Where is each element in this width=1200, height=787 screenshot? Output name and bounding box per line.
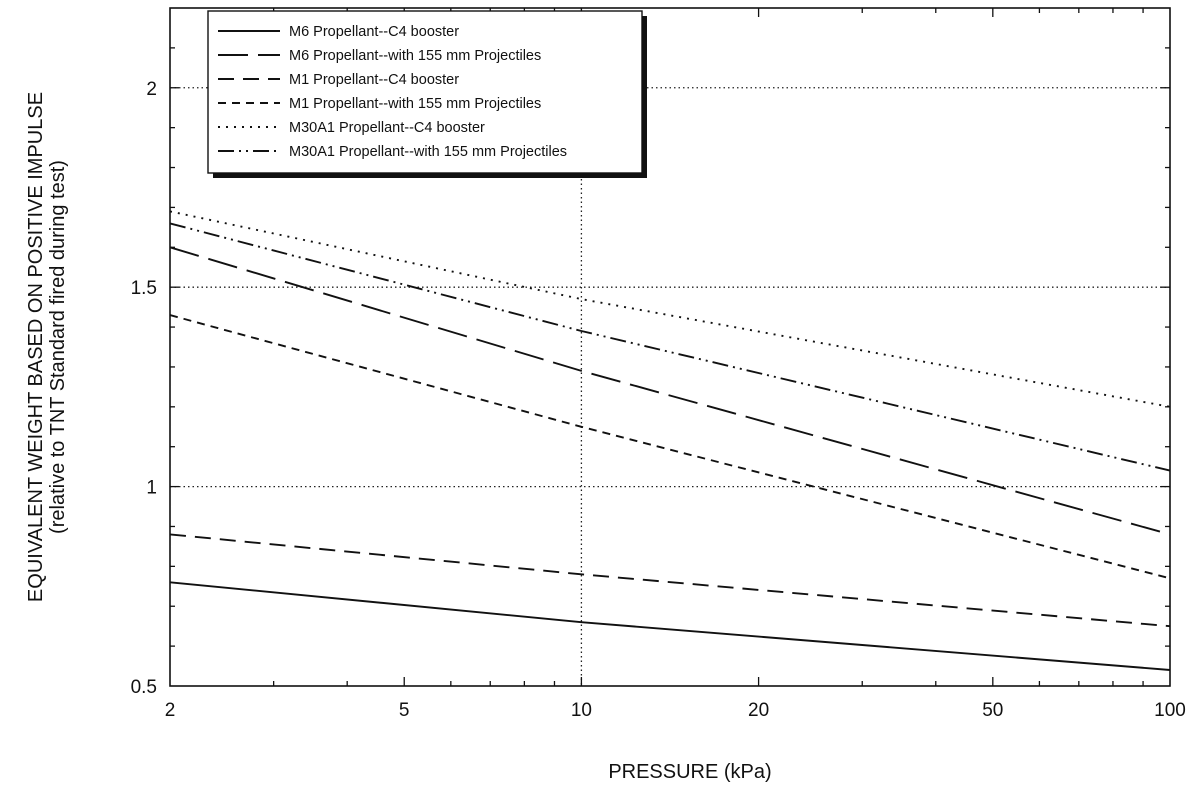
y-axis-title-line-1: EQUIVALENT WEIGHT BASED ON POSITIVE IMPU… <box>25 92 47 602</box>
x-tick-label: 20 <box>748 700 769 721</box>
y-tick-label: 1 <box>146 478 157 499</box>
x-tick-label: 50 <box>982 700 1003 721</box>
legend-label-4: M1 Propellant--with 155 mm Projectiles <box>289 96 541 112</box>
series-line-4 <box>169 314 1171 580</box>
x-tick-label: 2 <box>165 700 176 721</box>
series-lines <box>169 210 1171 671</box>
x-tick-label: 10 <box>571 700 592 721</box>
y-tick-label: 1.5 <box>131 278 157 299</box>
legend: M6 Propellant--C4 booster M6 Propellant--… <box>207 10 647 178</box>
x-tick-label: 100 <box>1154 700 1186 721</box>
series-line-6 <box>169 222 1171 472</box>
legend-box <box>207 10 643 174</box>
legend-label-6: M30A1 Propellant--with 155 mm Projectile… <box>289 144 567 160</box>
series-line-1 <box>169 581 1171 671</box>
series-line-2 <box>169 246 1171 536</box>
legend-label-1: M6 Propellant--C4 booster <box>289 24 459 40</box>
y-axis-title-line-2: (relative to TNT Standard fired during t… <box>47 160 69 534</box>
y-tick-label: 0.5 <box>131 677 157 698</box>
legend-label-3: M1 Propellant--C4 booster <box>289 72 459 88</box>
x-tick-label: 5 <box>399 700 410 721</box>
y-axis-title: EQUIVALENT WEIGHT BASED ON POSITIVE IMPU… <box>25 92 69 602</box>
legend-label-2: M6 Propellant--with 155 mm Projectiles <box>289 48 541 64</box>
series-line-3 <box>169 533 1171 628</box>
plot-frame <box>169 7 1171 687</box>
legend-items: M6 Propellant--C4 booster M6 Propellant--… <box>218 24 567 160</box>
legend-label-5: M30A1 Propellant--C4 booster <box>289 120 485 136</box>
y-tick-label: 2 <box>146 79 157 100</box>
x-axis-title: PRESSURE (kPa) <box>608 761 771 783</box>
series-line-5 <box>169 210 1171 408</box>
